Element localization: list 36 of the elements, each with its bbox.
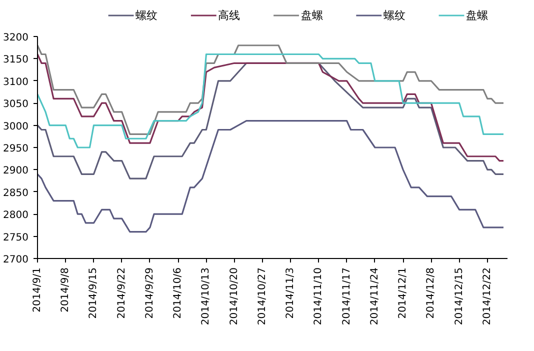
legend-label: 高线	[218, 9, 240, 22]
x-tick-label: 2014/9/15	[88, 267, 100, 319]
x-tick-label: 2014/9/1	[32, 267, 43, 312]
y-tick-label: 2800	[3, 210, 29, 222]
x-tick-label: 2014/10/6	[172, 267, 184, 319]
x-tick-label: 2014/9/22	[116, 267, 128, 319]
legend-label: 盘螺	[300, 9, 323, 22]
y-tick-label: 2700	[3, 254, 29, 266]
x-tick-label: 2014/12/1	[398, 267, 409, 319]
legend-label: 螺纹	[136, 9, 158, 22]
y-tick-label: 2850	[3, 188, 29, 199]
line-series	[38, 44, 504, 135]
y-tick-label: 3000	[3, 121, 29, 132]
x-tick-label: 2014/11/17	[341, 267, 352, 326]
x-tick-label: 2014/9/8	[60, 267, 72, 312]
x-tick-label: 2014/11/24	[369, 267, 380, 326]
x-tick-label: 2014/12/15	[454, 267, 465, 326]
line-series	[38, 62, 504, 180]
y-tick-label: 3200	[3, 32, 29, 44]
x-tick-label: 2014/12/8	[426, 267, 437, 319]
line-series	[38, 120, 504, 233]
x-tick-label: 2014/10/27	[256, 267, 268, 326]
y-tick-label: 2900	[3, 166, 29, 177]
x-tick-label: 2014/11/10	[313, 267, 324, 326]
x-tick-label: 2014/10/20	[228, 267, 240, 326]
x-tick-label: 2014/9/29	[144, 267, 156, 319]
y-tick-label: 3150	[3, 54, 29, 66]
x-tick-label: 2014/12/22	[482, 267, 493, 326]
x-tick-label: 2014/10/13	[200, 267, 212, 326]
y-tick-label: 3050	[3, 99, 29, 110]
legend-label: 盘螺	[466, 9, 488, 22]
legend-label: 螺纹	[383, 9, 406, 22]
y-tick-label: 3100	[3, 76, 29, 88]
y-tick-label: 2750	[3, 232, 29, 244]
y-tick-label: 2950	[3, 144, 29, 154]
x-tick-label: 2014/11/3	[285, 267, 296, 319]
